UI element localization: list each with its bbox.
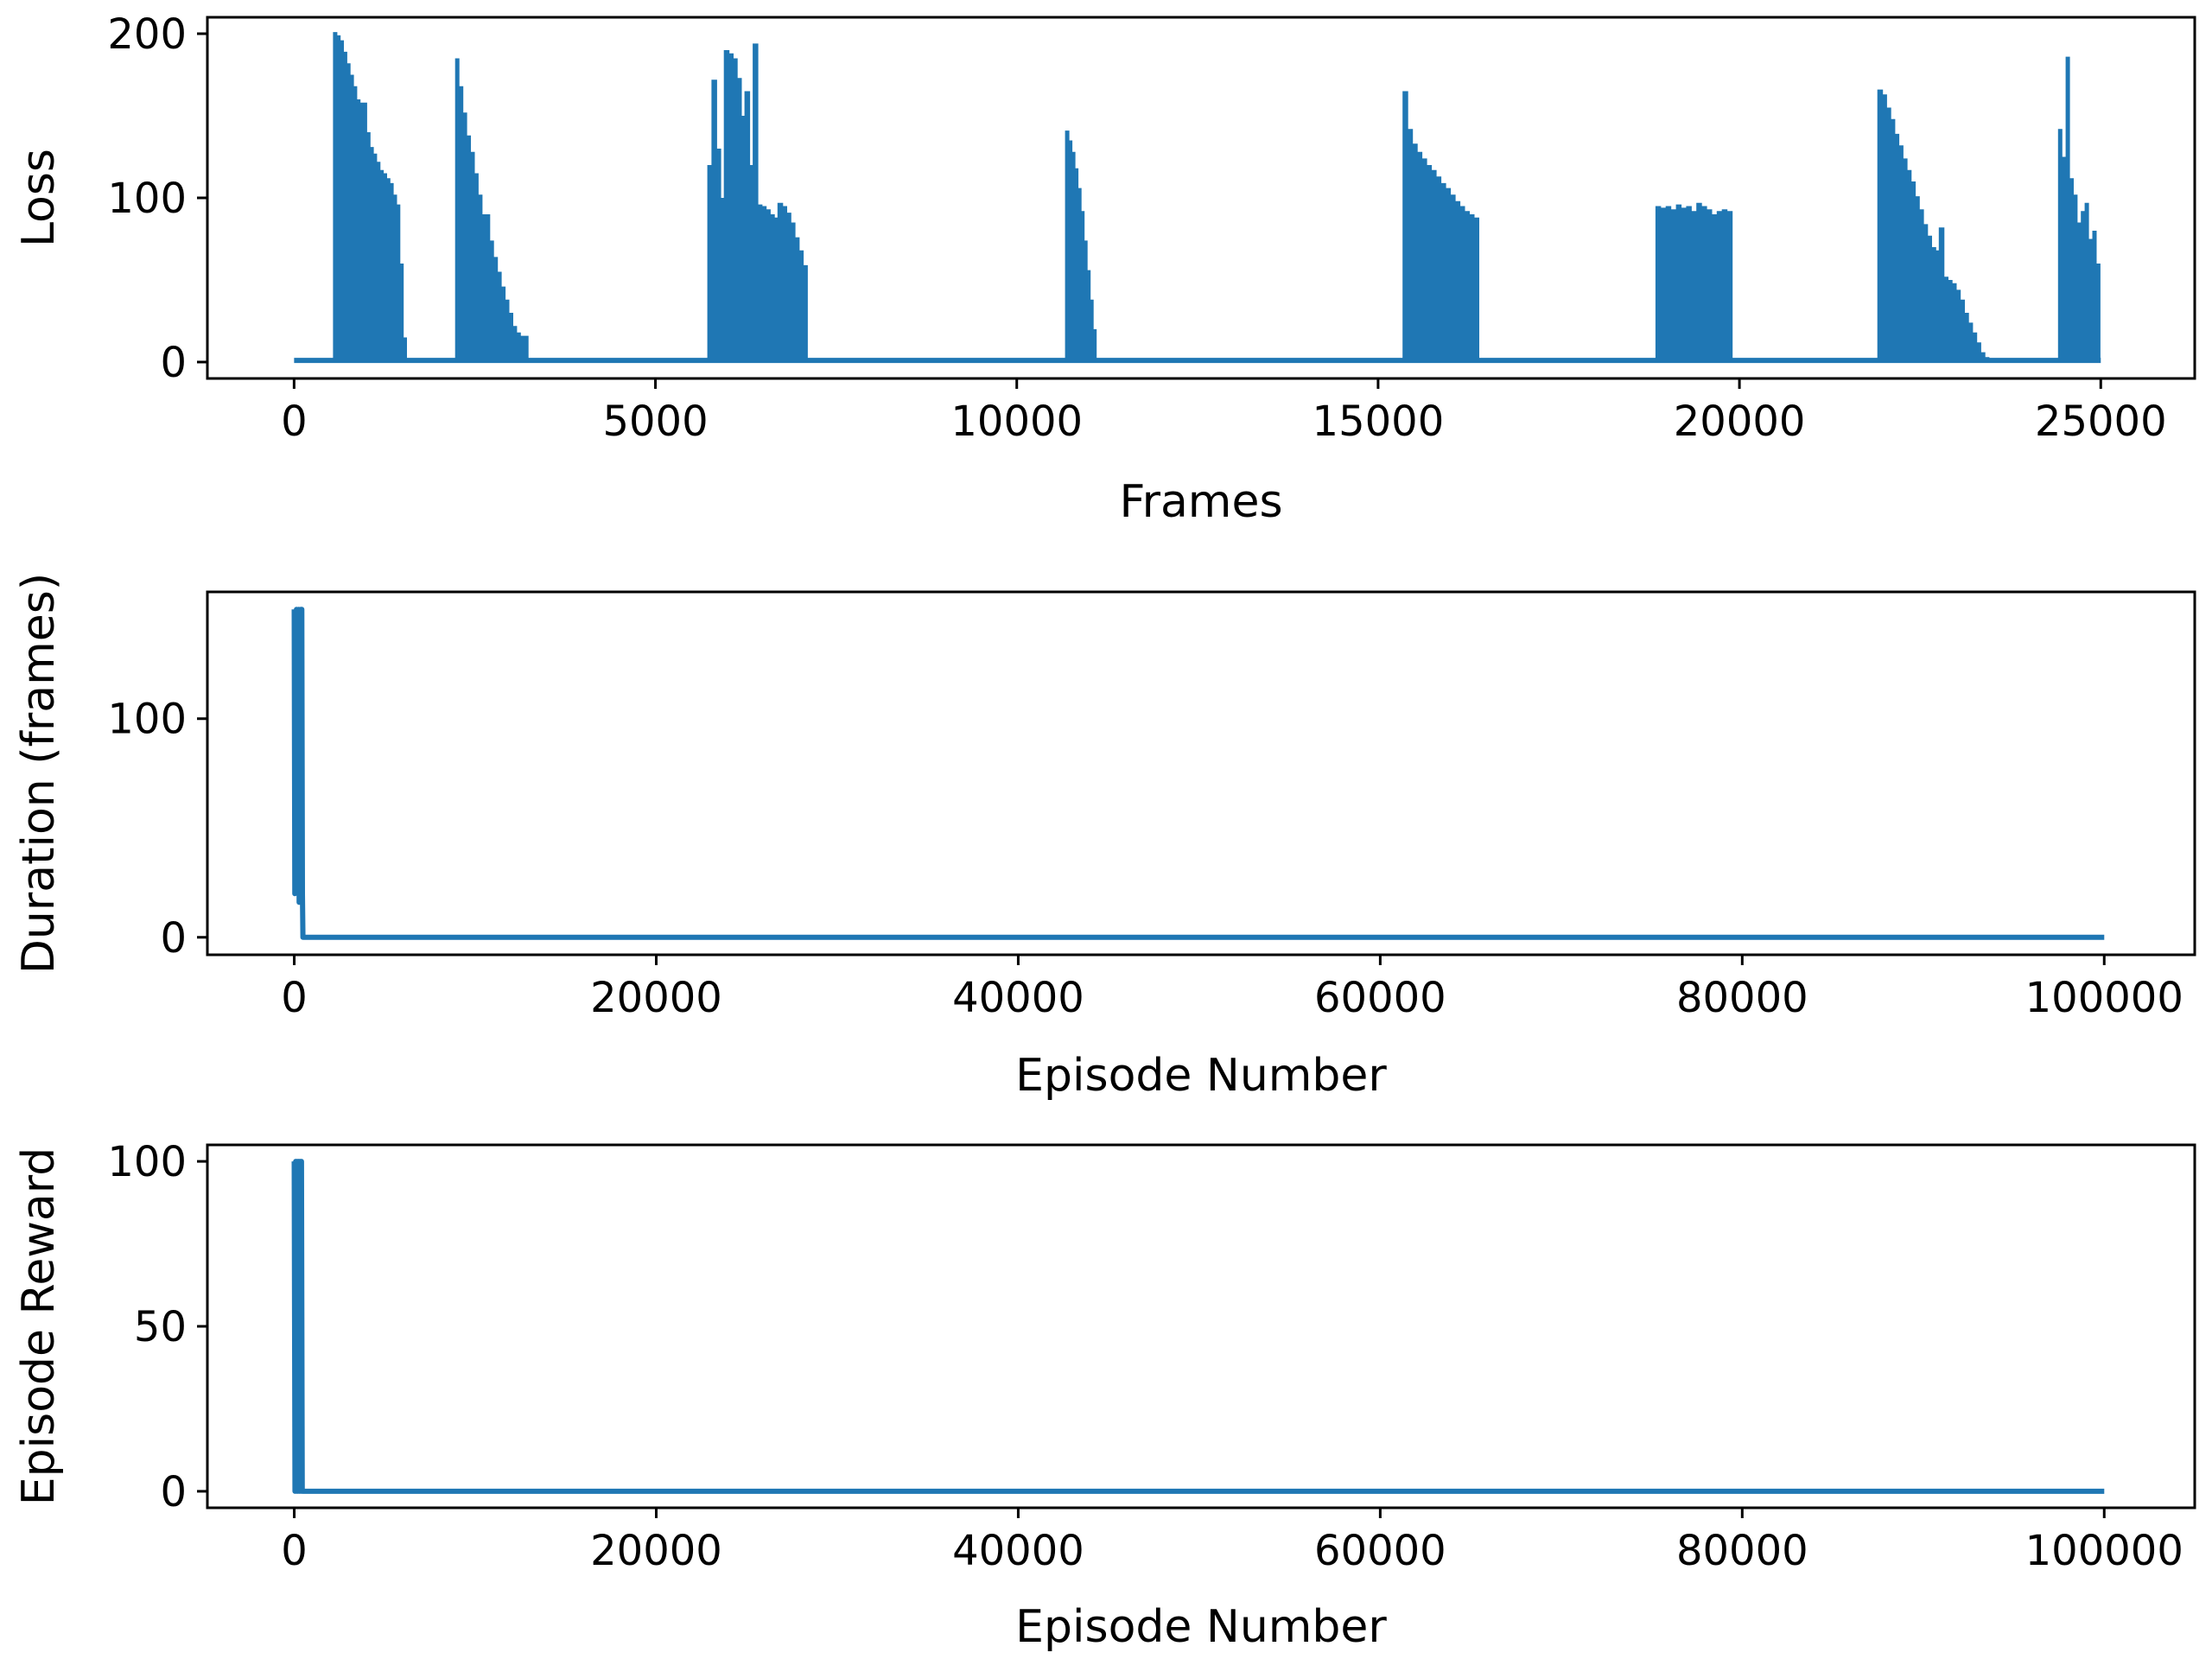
duration-y-axis-label: Duration (frames) <box>13 573 65 974</box>
reward-series-line <box>291 1159 2105 1494</box>
loss-burst-1 <box>333 32 407 361</box>
reward-x-tick-label: 40000 <box>952 1527 1084 1575</box>
duration-y-tick-label: 0 <box>160 914 187 963</box>
duration-x-axis: 0 20000 40000 60000 80000 100000 <box>281 955 2183 1022</box>
loss-burst-8 <box>2057 56 2101 361</box>
reward-x-tick-label: 20000 <box>590 1527 722 1575</box>
loss-burst-7 <box>1877 89 1990 361</box>
reward-y-tick-label: 50 <box>134 1303 187 1351</box>
reward-x-tick-label: 0 <box>281 1527 308 1575</box>
loss-series <box>294 32 2101 364</box>
reward-series <box>291 1159 2105 1494</box>
duration-x-tick-label: 60000 <box>1314 974 1446 1022</box>
reward-x-axis-label: Episode Number <box>1015 1601 1387 1653</box>
loss-x-tick-label: 25000 <box>2035 397 2167 446</box>
duration-x-tick-label: 0 <box>281 974 308 1022</box>
loss-y-axis-label: Loss <box>13 149 65 247</box>
reward-y-axis-label: Episode Reward <box>13 1147 65 1505</box>
loss-burst-5 <box>1402 91 1479 361</box>
duration-plot-frame <box>206 590 2196 957</box>
reward-panel: 0 20000 40000 60000 80000 100000 0 50 100 Episo… <box>13 1138 2196 1653</box>
loss-x-tick-label: 5000 <box>602 397 708 446</box>
reward-y-axis: 0 50 100 <box>107 1138 207 1516</box>
duration-x-tick-label: 80000 <box>1676 974 1808 1022</box>
duration-x-tick-label: 100000 <box>2025 974 2183 1022</box>
loss-y-axis: 0 100 200 <box>107 10 207 387</box>
duration-y-tick-label: 100 <box>107 696 187 744</box>
reward-y-tick-label: 0 <box>160 1468 187 1516</box>
loss-y-tick-label: 0 <box>160 339 187 387</box>
loss-y-tick-label: 200 <box>107 10 187 59</box>
reward-y-tick-label: 100 <box>107 1138 187 1186</box>
loss-x-tick-label: 20000 <box>1674 397 1806 446</box>
duration-series-line <box>291 607 2105 940</box>
duration-series <box>291 607 2105 940</box>
loss-burst-6 <box>1655 202 1733 361</box>
reward-x-tick-label: 100000 <box>2025 1527 2183 1575</box>
loss-y-tick-label: 100 <box>107 175 187 223</box>
reward-x-tick-label: 80000 <box>1676 1527 1808 1575</box>
reward-x-tick-label: 60000 <box>1314 1527 1446 1575</box>
loss-x-tick-label: 0 <box>281 397 308 446</box>
duration-x-tick-label: 20000 <box>590 974 722 1022</box>
loss-burst-4 <box>1065 130 1097 361</box>
loss-panel: 0 5000 10000 15000 20000 25000 0 100 200 Frames… <box>13 10 2196 528</box>
duration-x-axis-label: Episode Number <box>1015 1050 1387 1102</box>
duration-x-tick-label: 40000 <box>952 974 1084 1022</box>
loss-burst-3 <box>707 43 808 361</box>
duration-panel: 0 20000 40000 60000 80000 100000 0 100 Episode… <box>13 573 2196 1102</box>
loss-x-tick-label: 10000 <box>950 397 1083 446</box>
reward-x-axis: 0 20000 40000 60000 80000 100000 <box>281 1508 2183 1575</box>
loss-burst-2 <box>454 58 529 361</box>
loss-x-tick-label: 15000 <box>1313 397 1445 446</box>
loss-x-axis: 0 5000 10000 15000 20000 25000 <box>281 378 2167 446</box>
loss-x-axis-label: Frames <box>1119 476 1282 528</box>
duration-y-axis: 0 100 <box>107 696 207 963</box>
